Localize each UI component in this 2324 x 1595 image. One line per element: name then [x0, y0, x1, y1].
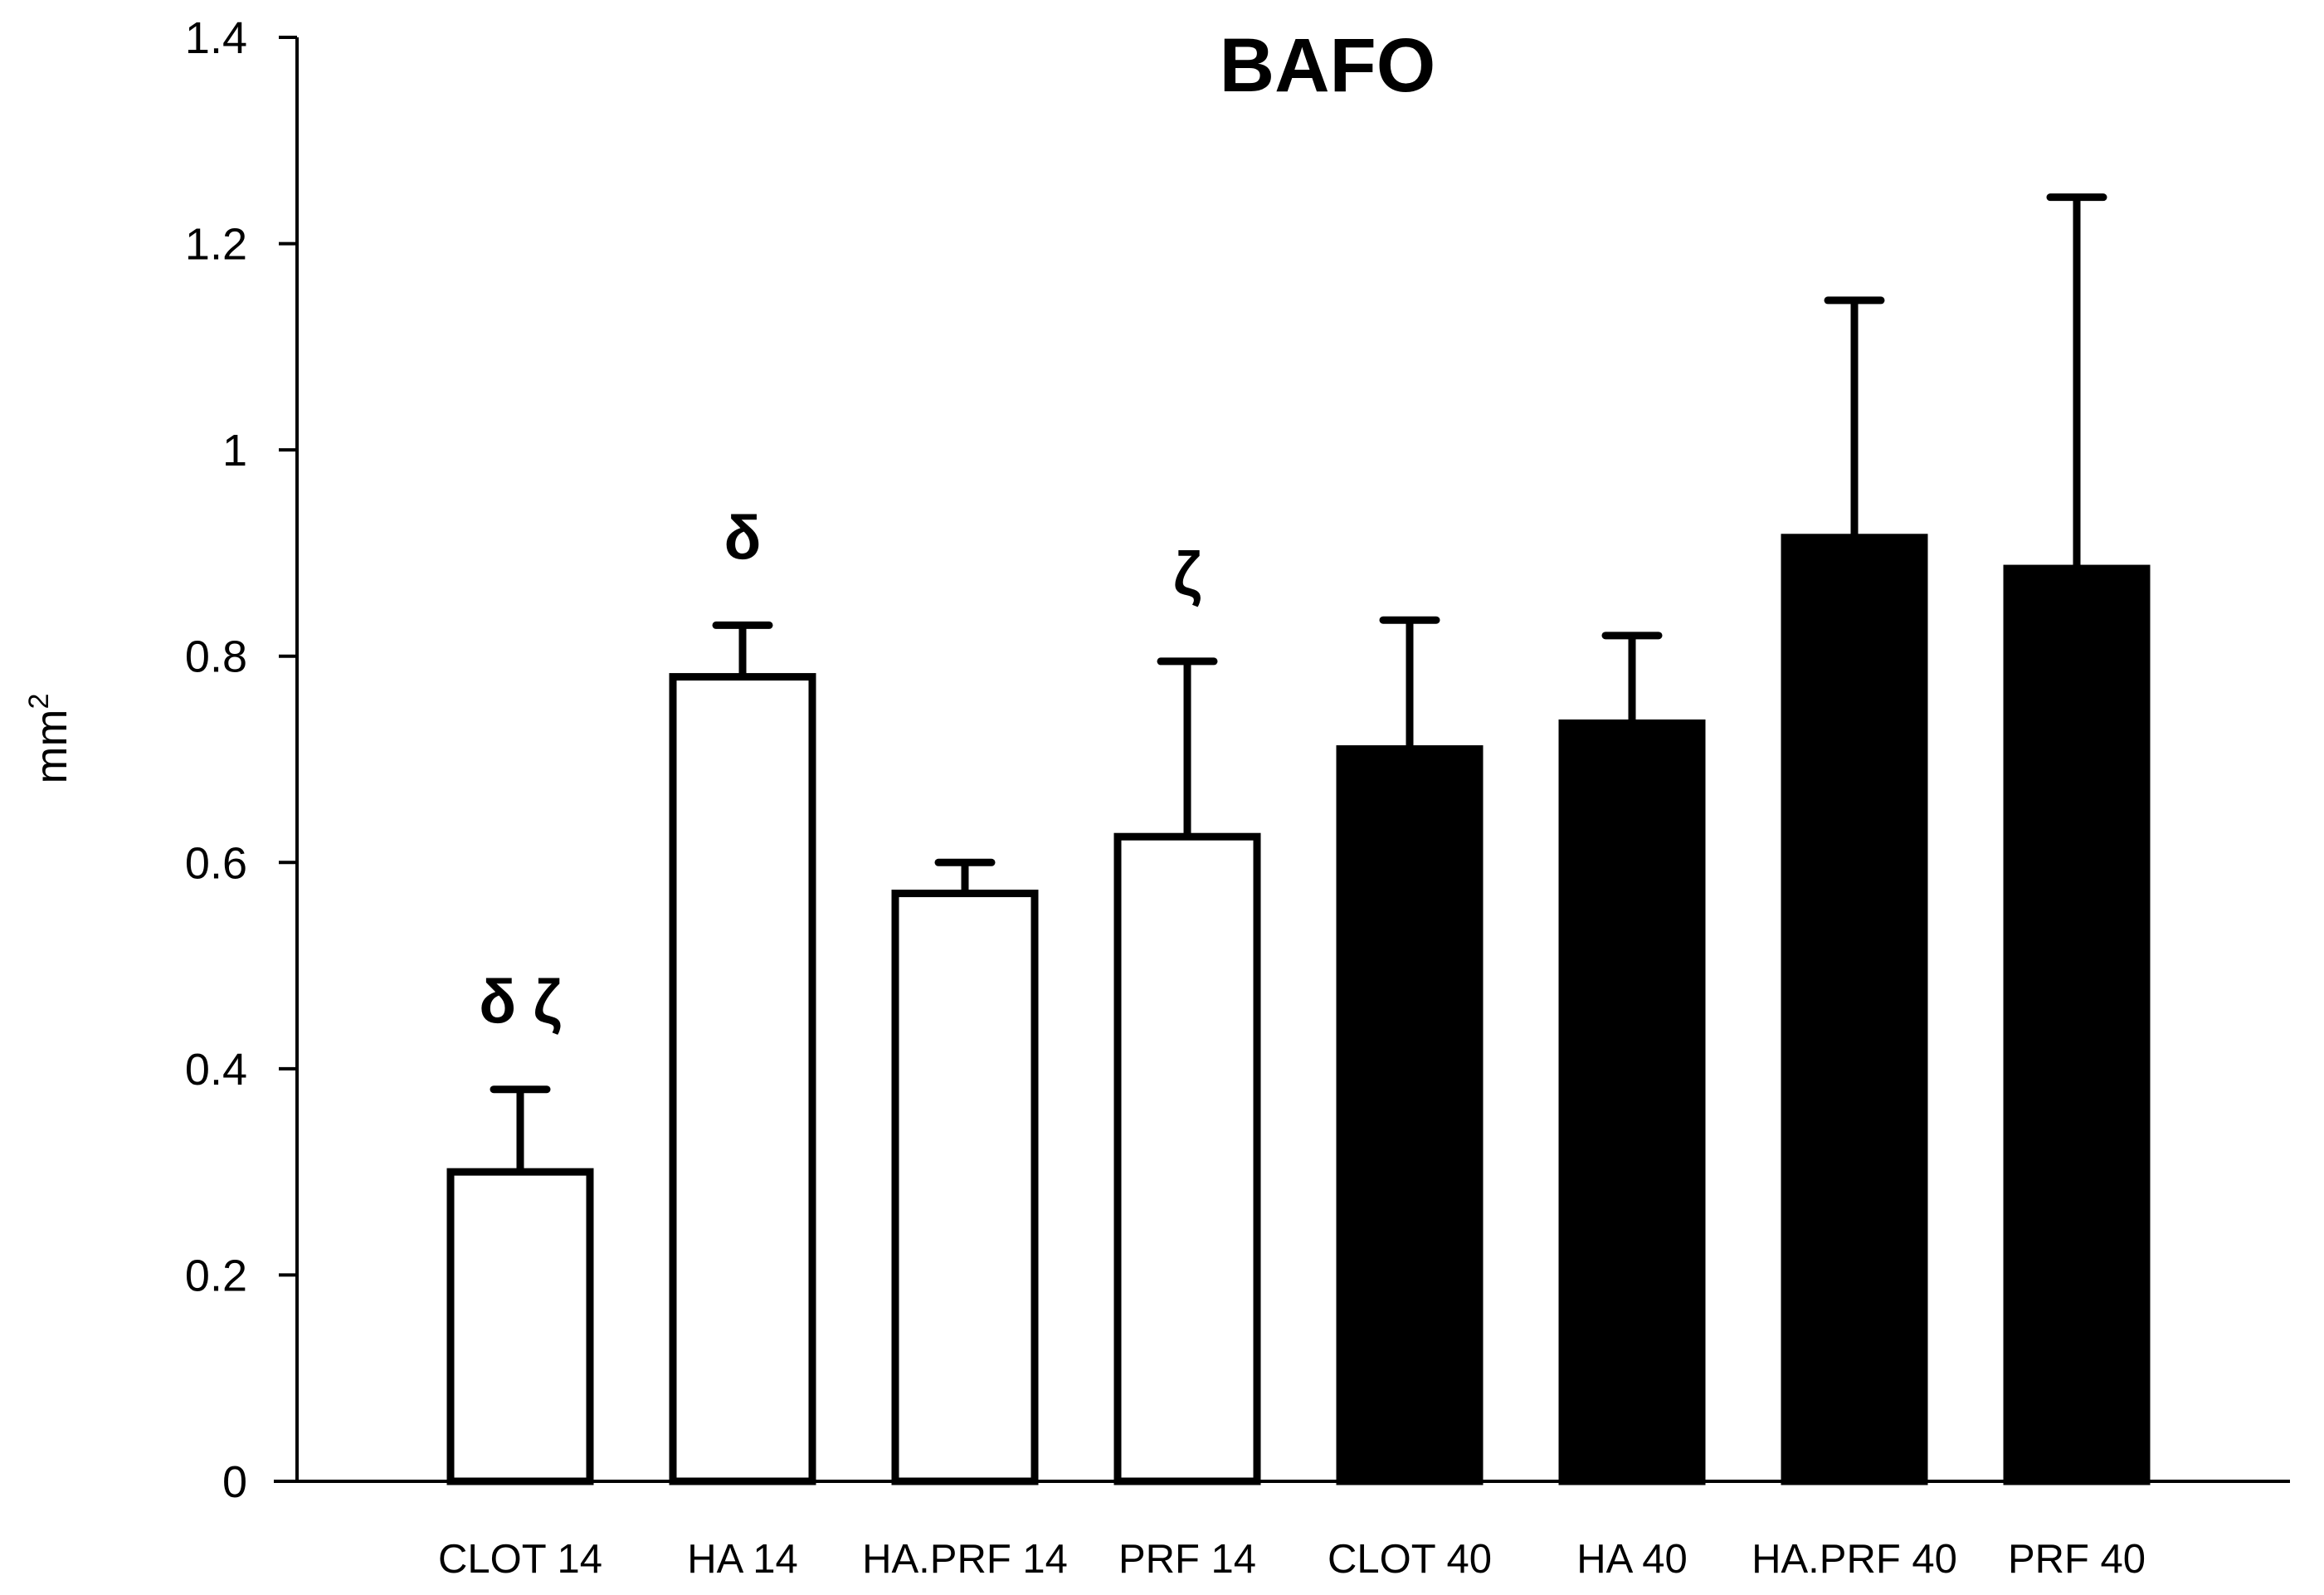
x-category-label: CLOT 40 [1328, 1537, 1492, 1582]
significance-annotation: ζ [1173, 539, 1201, 608]
y-tick-label: 0.2 [185, 1251, 247, 1300]
y-tick-label: 0.6 [185, 838, 247, 888]
x-category-label: CLOT 14 [438, 1537, 602, 1582]
y-axis-label-unit: mm [27, 709, 76, 783]
significance-annotation: δ ζ [479, 968, 562, 1037]
x-category-label: PRF 14 [1118, 1537, 1256, 1582]
x-category-label: HA.PRF 40 [1752, 1537, 1957, 1582]
x-category-label: HA.PRF 14 [862, 1537, 1068, 1582]
x-category-label: PRF 40 [2008, 1537, 2146, 1582]
y-tick-label: 1 [222, 426, 247, 476]
x-category-label: HA 40 [1576, 1537, 1687, 1582]
y-tick-label: 0.4 [185, 1045, 247, 1095]
bar [891, 890, 1039, 1485]
bars [446, 193, 2151, 1485]
axes [274, 36, 2290, 1483]
bar [669, 673, 816, 1485]
bar [1558, 719, 1706, 1485]
bar [1336, 745, 1484, 1485]
significance-annotation: δ [724, 503, 762, 572]
y-axis-label: mm2 [23, 694, 76, 784]
chart-title: BAFO [1220, 23, 1436, 108]
y-tick-label: 1.4 [185, 13, 247, 63]
y-tick-label: 0.8 [185, 632, 247, 682]
labels: 0 0.2 0.4 0.6 0.8 1 1.2 1.4 CLOT 14 HA 14 HA.PRF 1… [185, 13, 2146, 1582]
y-tick-label: 1.2 [185, 220, 247, 270]
bar [1781, 534, 1928, 1485]
y-axis-label-superscript: 2 [23, 694, 55, 710]
x-category-label: HA 14 [687, 1537, 797, 1582]
bar [2003, 564, 2151, 1485]
bar [1113, 832, 1261, 1485]
bar [446, 1168, 594, 1485]
y-tick-label: 0 [222, 1457, 247, 1507]
